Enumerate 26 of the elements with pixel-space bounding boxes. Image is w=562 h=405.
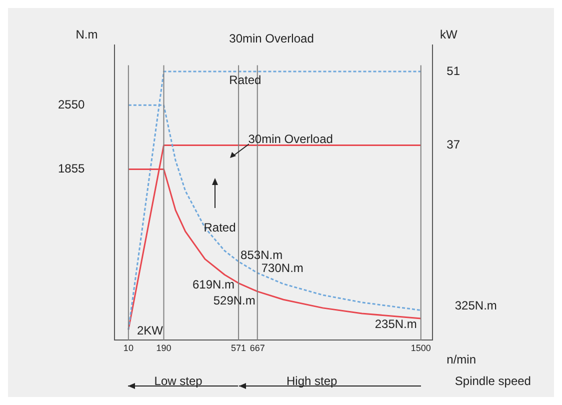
annotation: Rated <box>229 72 262 87</box>
text: Low step <box>154 374 203 388</box>
annotation: 2KW <box>136 324 164 338</box>
x-tick-label: 571 <box>231 343 246 354</box>
annotation: Rated <box>204 220 236 234</box>
annotation: 235N.m <box>374 316 417 331</box>
annotation: 30min Overload <box>248 132 333 146</box>
y2-tick-label: 37 <box>446 138 460 152</box>
text: High step <box>286 374 338 388</box>
annotation: 853N.m <box>240 248 283 262</box>
annotation: 529N.m <box>213 294 256 308</box>
annotation: 325N.m <box>454 298 497 313</box>
y2-axis-title: kW <box>440 28 458 42</box>
annotation: 730N.m <box>261 261 304 276</box>
text: Spindle speed <box>454 374 531 388</box>
x-axis-title: n/min <box>446 352 476 367</box>
y-axis-title: N.m <box>76 28 98 42</box>
x-tick-label: 1500 <box>410 343 431 354</box>
annotation: 619N.m <box>192 277 235 292</box>
y-tick-label: 1855 <box>58 162 86 176</box>
x-tick-label: 10 <box>123 343 134 354</box>
annotation: 30min Overload <box>229 32 314 46</box>
y-tick-label: 2550 <box>58 97 86 112</box>
y2-tick-label: 51 <box>446 64 460 78</box>
x-tick-label: 190 <box>156 343 172 354</box>
x-tick-label: 667 <box>250 343 265 354</box>
